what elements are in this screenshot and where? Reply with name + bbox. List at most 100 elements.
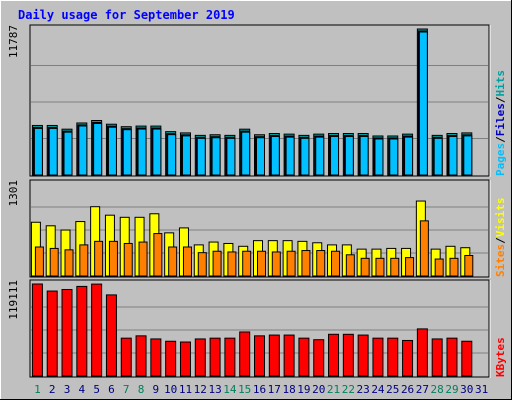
bar-pages <box>404 136 414 176</box>
x-tick-label: 2 <box>49 383 56 396</box>
panel-middle-legend: Sites/Visits <box>494 198 507 278</box>
bar-kbytes <box>313 339 325 377</box>
bar-sites <box>168 246 178 277</box>
bar-sites <box>138 241 148 277</box>
chart-panels: 11787Pages/Files/Hits1301Sites/Visits119… <box>7 24 507 378</box>
panel-top-y-max-label: 11787 <box>7 25 20 58</box>
bar-kbytes <box>431 338 443 377</box>
bar-sites <box>345 254 355 277</box>
bar-pages <box>418 31 428 176</box>
bar-sites <box>286 250 296 277</box>
panel-bottom-legend: KBytes <box>494 337 507 377</box>
bar-pages <box>181 135 191 176</box>
legend-separator: / <box>494 237 507 244</box>
x-tick-label: 31 <box>475 383 488 396</box>
x-tick-label: 20 <box>312 383 325 396</box>
x-tick-label: 3 <box>64 383 71 396</box>
bar-pages <box>448 136 458 176</box>
x-tick-label: 4 <box>79 383 86 396</box>
bar-sites <box>301 250 311 277</box>
bar-pages <box>256 137 265 176</box>
bar-kbytes <box>105 294 117 377</box>
bar-kbytes <box>120 337 132 377</box>
bar-kbytes <box>298 337 310 377</box>
bar-pages <box>226 137 236 176</box>
bar-kbytes <box>91 283 103 377</box>
bar-sites <box>64 249 74 277</box>
x-tick-label: 30 <box>460 383 473 396</box>
bar-pages <box>122 129 132 176</box>
bar-kbytes <box>165 340 177 377</box>
bar-pages <box>93 122 103 176</box>
bar-sites <box>34 246 44 277</box>
x-tick-label: 8 <box>138 383 145 396</box>
x-tick-label: 21 <box>327 383 340 396</box>
bar-kbytes <box>268 334 280 377</box>
x-tick-label: 6 <box>108 383 115 396</box>
bar-kbytes <box>402 339 414 377</box>
bar-pages <box>137 128 147 176</box>
x-tick-label: 13 <box>208 383 221 396</box>
x-tick-label: 15 <box>238 383 251 396</box>
bar-pages <box>63 131 73 176</box>
bar-sites <box>449 257 459 277</box>
legend-separator: / <box>494 96 507 103</box>
bar-kbytes <box>387 337 399 377</box>
legend-sites: Sites <box>494 244 507 277</box>
bar-pages <box>78 125 88 176</box>
bar-sites <box>419 220 429 277</box>
x-tick-label: 5 <box>93 383 100 396</box>
bar-pages <box>374 138 384 176</box>
bar-pages <box>330 136 340 176</box>
bar-pages <box>285 136 295 176</box>
bar-pages <box>107 126 117 176</box>
bar-sites <box>316 250 326 277</box>
legend-hits: Hits <box>494 70 507 97</box>
bar-kbytes <box>135 335 147 377</box>
legend-separator: / <box>494 136 507 143</box>
bar-sites <box>331 250 341 277</box>
bar-kbytes <box>224 337 236 377</box>
bar-kbytes <box>372 337 384 377</box>
bar-sites <box>197 252 207 277</box>
bar-sites <box>227 251 237 277</box>
panel-top-legend: Pages/Files/Hits <box>494 70 507 176</box>
bar-kbytes <box>254 335 265 377</box>
panel-middle: 1301 Sites/Visits <box>7 179 507 278</box>
bar-kbytes <box>209 337 221 377</box>
legend-files: Files <box>494 103 507 136</box>
bar-pages <box>241 131 251 176</box>
legend-kbytes: KBytes <box>494 337 507 377</box>
bar-kbytes <box>283 334 295 377</box>
bar-pages <box>211 137 221 176</box>
legend-pages: Pages <box>494 143 507 176</box>
x-axis-day-labels: 1 2 3 4 5 6 7 8 9 10 11 12 13 14 15 16 17 18 19 20 21 22 23 24 2… <box>34 383 488 396</box>
bar-sites <box>212 250 222 277</box>
panel-middle-y-max-label: 1301 <box>7 180 20 207</box>
x-tick-label: 28 <box>431 383 444 396</box>
bar-kbytes <box>31 283 43 377</box>
bar-pages <box>300 137 310 176</box>
bar-kbytes <box>328 333 340 377</box>
chart-title: Daily usage for September 2019 <box>18 8 235 22</box>
bar-pages <box>359 136 369 176</box>
panel-bottom-y-max-label: 119111 <box>7 280 20 320</box>
bar-kbytes <box>342 333 354 377</box>
panel-bottom: 119111 KBytes <box>7 279 507 378</box>
bar-sites <box>434 258 444 277</box>
x-tick-label: 27 <box>416 383 429 396</box>
bar-pages <box>433 137 443 176</box>
bar-sites <box>153 233 163 277</box>
bar-kbytes <box>76 285 88 377</box>
bar-sites <box>360 257 370 277</box>
bar-kbytes <box>416 328 428 377</box>
legend-visits: Visits <box>494 198 507 238</box>
bar-pages <box>152 128 162 176</box>
bar-sites <box>405 257 415 277</box>
bar-kbytes <box>357 334 369 377</box>
bar-pages <box>33 127 43 176</box>
x-tick-label: 14 <box>223 383 237 396</box>
bar-kbytes <box>194 338 206 377</box>
